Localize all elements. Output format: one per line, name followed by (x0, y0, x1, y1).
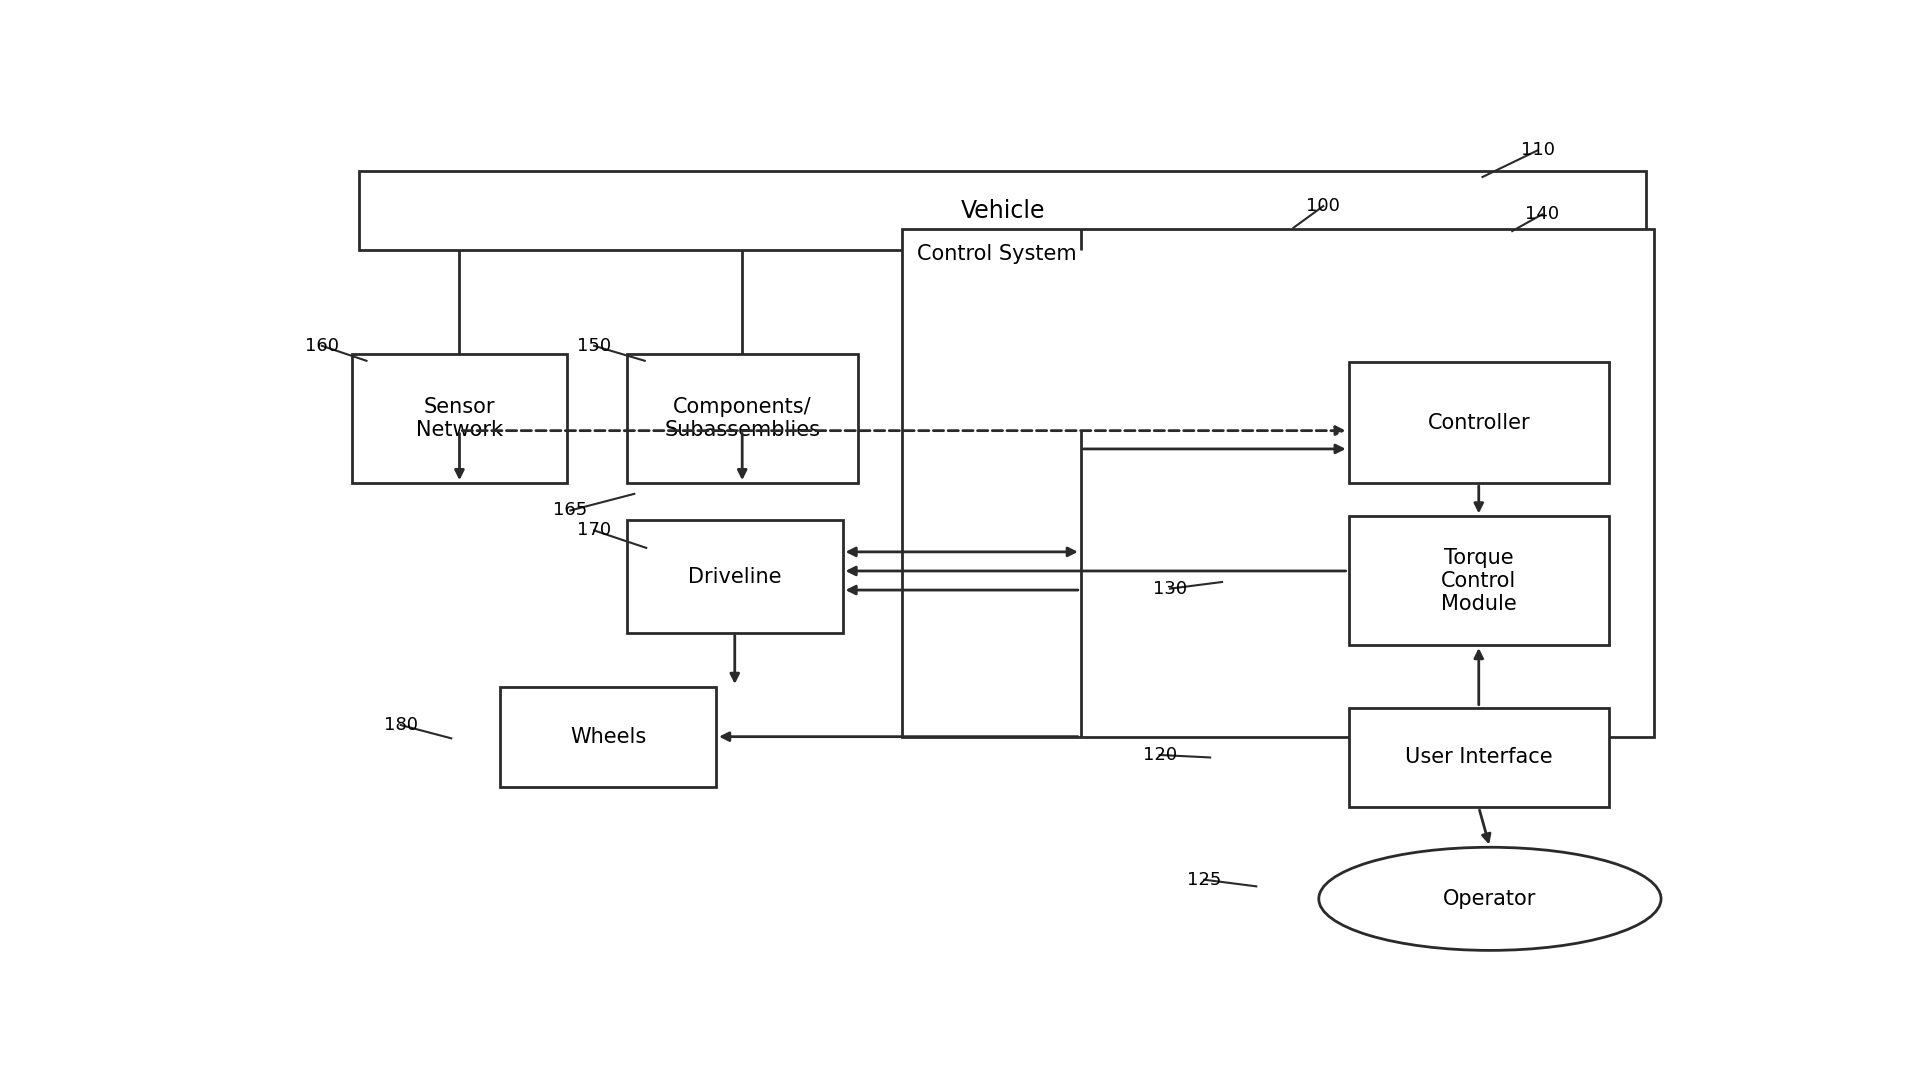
FancyBboxPatch shape (902, 229, 1653, 737)
FancyBboxPatch shape (1348, 707, 1609, 808)
Ellipse shape (1319, 848, 1661, 950)
Text: 165: 165 (553, 501, 588, 519)
FancyBboxPatch shape (359, 171, 1645, 251)
Text: Sensor
Network: Sensor Network (417, 397, 503, 441)
FancyBboxPatch shape (1348, 516, 1609, 645)
Text: 130: 130 (1152, 580, 1187, 597)
Text: Wheels: Wheels (570, 727, 647, 746)
Text: 120: 120 (1142, 746, 1177, 764)
Text: 160: 160 (305, 337, 338, 355)
FancyBboxPatch shape (1348, 363, 1609, 483)
Text: Driveline: Driveline (687, 567, 781, 586)
Text: Torque
Control
Module: Torque Control Module (1440, 548, 1517, 613)
Text: 170: 170 (578, 522, 611, 539)
Text: 125: 125 (1187, 870, 1221, 889)
FancyBboxPatch shape (626, 521, 843, 633)
Text: Operator: Operator (1444, 889, 1536, 909)
Text: Controller: Controller (1427, 413, 1530, 433)
Text: 140: 140 (1524, 205, 1559, 224)
Text: Components/
Subassemblies: Components/ Subassemblies (664, 397, 820, 441)
Text: Control System: Control System (918, 244, 1077, 265)
FancyBboxPatch shape (626, 354, 858, 483)
Text: 100: 100 (1306, 198, 1340, 215)
Text: 110: 110 (1521, 141, 1555, 160)
Text: User Interface: User Interface (1405, 747, 1553, 768)
FancyBboxPatch shape (351, 354, 566, 483)
Text: Vehicle: Vehicle (960, 199, 1044, 222)
Text: 150: 150 (578, 337, 611, 355)
Text: 180: 180 (384, 716, 419, 734)
FancyBboxPatch shape (501, 687, 716, 786)
